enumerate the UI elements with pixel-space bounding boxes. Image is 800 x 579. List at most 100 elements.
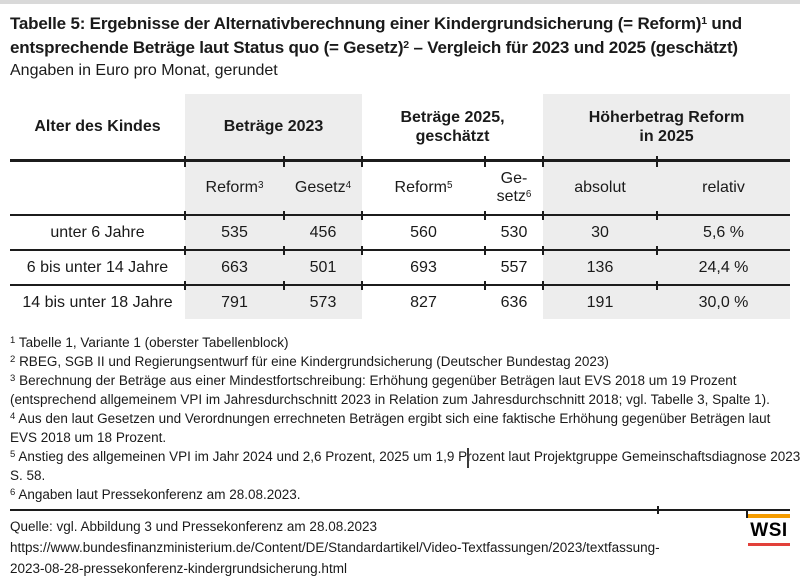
cell-gesetz-2025: 530 <box>484 212 543 250</box>
footnote-1: 1 Tabelle 1, Variante 1 (oberster Tabell… <box>10 333 790 352</box>
cell-gesetz-2025: 557 <box>484 247 543 285</box>
footnote-marker: 6 <box>10 486 16 498</box>
group-header-hoeherbetrag: Höherbetrag Reform in 2025 <box>543 94 791 161</box>
group-header-line: Höherbetrag Reform <box>588 108 745 126</box>
cell-absolut: 136 <box>542 247 657 285</box>
title-line2-cont: – Vergleich für 2023 und 2025 (geschätzt… <box>408 38 738 57</box>
cell-relativ: 5,6 % <box>655 212 791 250</box>
footnote-marker: 3 <box>10 372 16 384</box>
wsi-logo-text: WSI <box>750 520 788 541</box>
cell-gesetz-2023: 456 <box>283 212 362 250</box>
sub-header-label: Gesetz <box>294 179 346 196</box>
title-line-2: entsprechende Beträge laut Status quo (=… <box>10 38 738 57</box>
footnote-marker: 5 <box>10 448 16 460</box>
divider-tick <box>657 506 659 514</box>
footnote-6: 6 Angaben laut Pressekonferenz am 28.08.… <box>10 485 790 504</box>
table-row-6-bis-14: 6 bis unter 14 Jahre 663 501 693 557 136… <box>10 247 791 285</box>
footnote-text: (entsprechend allgemeinem VPI im Jahresd… <box>10 392 770 407</box>
sub-header-absolut: absolut <box>542 157 657 215</box>
table-group-header-row: Alter des Kindes Beträge 2023 Beträge 20… <box>10 94 791 161</box>
sub-header-label: setz <box>496 188 526 205</box>
title-line1-text: Tabelle 5: Ergebnisse der Alternativbere… <box>10 14 702 33</box>
cell-relativ: 30,0 % <box>655 282 791 319</box>
footnote-text: Anstieg des allgemeinen VPI im Jahr 2024… <box>18 449 800 464</box>
cell-reform-2023: 663 <box>184 247 284 285</box>
cell-absolut: 191 <box>542 282 657 319</box>
footnote-text: Aus den laut Gesetzen und Verordnungen e… <box>18 411 771 426</box>
table-sub-header-row: Reform3 Gesetz4 Reform5 Ge-setz6 absolut… <box>10 157 791 215</box>
row-label: 14 bis unter 18 Jahre <box>10 284 185 319</box>
group-header-line: in 2025 <box>639 127 694 145</box>
sub-header-empty <box>10 159 185 215</box>
cell-reform-2025: 693 <box>361 247 485 285</box>
title-footnote-ref-1: 1 <box>701 15 707 28</box>
table-subtitle: Angaben in Euro pro Monat, gerundet <box>10 62 278 79</box>
cell-reform-2023: 791 <box>184 282 284 319</box>
footnote-marker: 1 <box>10 334 16 346</box>
sub-header-reform-2023: Reform3 <box>184 157 284 215</box>
footnote-text: RBEG, SGB II und Regierungsentwurf für e… <box>19 354 609 369</box>
footnote-ref: 5 <box>446 179 453 191</box>
data-table: Alter des Kindes Beträge 2023 Beträge 20… <box>10 94 791 319</box>
title-line-1: Tabelle 5: Ergebnisse der Alternativbere… <box>10 14 742 33</box>
title-line2-text: entsprechende Beträge laut Status quo (=… <box>10 38 404 57</box>
wsi-logo-top-bar <box>748 514 790 518</box>
footnote-3-continuation: (entsprechend allgemeinem VPI im Jahresd… <box>10 390 790 409</box>
sub-header-label: Reform <box>394 179 447 196</box>
footnote-text: Tabelle 1, Variante 1 (oberster Tabellen… <box>18 335 289 350</box>
wsi-logo: WSI <box>748 514 790 546</box>
group-header-betraege-2025: Beträge 2025, geschätzt <box>362 94 543 161</box>
cell-reform-2023: 535 <box>184 212 284 250</box>
cell-gesetz-2023: 501 <box>283 247 362 285</box>
source-url-line-1[interactable]: https://www.bundesfinanzministerium.de/C… <box>10 540 660 555</box>
footnote-4-continuation: EVS 2018 um 18 Prozent. <box>10 428 790 447</box>
cell-gesetz-2025: 636 <box>484 282 543 319</box>
col-header-alter-des-kindes: Alter des Kindes <box>34 118 161 135</box>
source-line: Quelle: vgl. Abbildung 3 und Pressekonfe… <box>10 519 377 534</box>
footnote-5: 5 Anstieg des allgemeinen VPI im Jahr 20… <box>10 447 800 466</box>
cell-reform-2025: 560 <box>361 212 485 250</box>
page-content: Tabelle 5: Ergebnisse der Alternativbere… <box>0 12 800 579</box>
table-title: Tabelle 5: Ergebnisse der Alternativbere… <box>10 12 790 60</box>
footnote-2: 2 RBEG, SGB II und Regierungsentwurf für… <box>10 352 790 371</box>
table-row-unter-6: unter 6 Jahre 535 456 560 530 30 5,6 % <box>10 212 791 250</box>
source-divider-rule <box>10 506 790 518</box>
footnote-marker: 4 <box>10 410 16 422</box>
footnote-5-continuation: S. 58. <box>10 466 790 485</box>
title-footnote-ref-2: 2 <box>403 39 409 52</box>
footnote-text: Berechnung der Beträge aus einer Mindest… <box>19 373 737 388</box>
cell-gesetz-2023: 573 <box>283 282 362 319</box>
table-row-14-bis-18: 14 bis unter 18 Jahre 791 573 827 636 19… <box>10 282 791 319</box>
footnote-text: Angaben laut Pressekonferenz am 28.08.20… <box>18 487 301 502</box>
row-label: unter 6 Jahre <box>10 214 185 250</box>
footnote-3: 3 Berechnung der Beträge aus einer Minde… <box>10 371 790 390</box>
sub-header-label: Reform <box>205 179 258 196</box>
cell-absolut: 30 <box>542 212 657 250</box>
sub-header-gesetz-2025: Ge-setz6 <box>484 157 543 215</box>
source-block: Quelle: vgl. Abbildung 3 und Pressekonfe… <box>10 514 790 579</box>
footnote-4: 4 Aus den laut Gesetzen und Verordnungen… <box>10 409 790 428</box>
source-url-line-2[interactable]: 2023-08-28-pressekonferenz-kindergrundsi… <box>10 561 347 576</box>
footnote-ref: 4 <box>345 179 352 191</box>
group-header-line: geschätzt <box>415 127 490 145</box>
footnote-text: S. 58. <box>10 468 46 483</box>
footnote-ref: 3 <box>257 179 264 191</box>
divider-tick-small <box>746 511 748 518</box>
cell-reform-2025: 827 <box>361 282 485 319</box>
footnotes: 1 Tabelle 1, Variante 1 (oberster Tabell… <box>10 333 800 504</box>
footnote-marker: 2 <box>10 353 16 365</box>
footnote-ref: 6 <box>525 188 532 200</box>
sub-header-label: Ge- <box>500 170 528 187</box>
text-cursor <box>467 448 469 468</box>
sub-header-reform-2025: Reform5 <box>361 157 485 215</box>
footnote-text: EVS 2018 um 18 Prozent. <box>10 430 167 445</box>
wsi-logo-bottom-bar <box>748 543 790 546</box>
group-header-line: Beträge 2025, <box>400 108 505 126</box>
sub-header-gesetz-2023: Gesetz4 <box>283 157 362 215</box>
group-header-betraege-2023: Beträge 2023 <box>185 94 362 161</box>
sub-header-relativ: relativ <box>655 157 791 215</box>
cell-relativ: 24,4 % <box>655 247 791 285</box>
page-top-divider <box>0 0 800 4</box>
row-label: 6 bis unter 14 Jahre <box>10 249 185 285</box>
